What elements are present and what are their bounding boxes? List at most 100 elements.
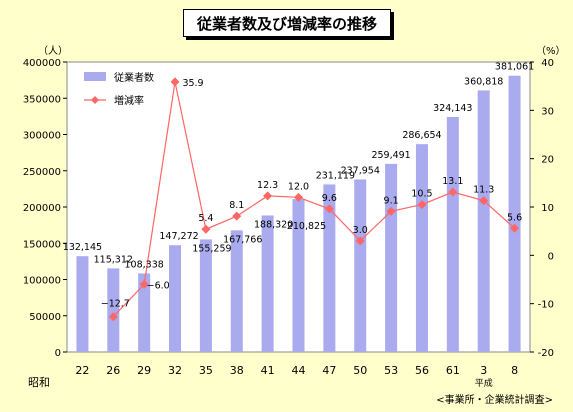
rate-point-29	[139, 279, 149, 289]
bar-3	[477, 90, 490, 352]
x-tick-label: 32	[168, 364, 182, 377]
bar-label-29: 108,338	[125, 259, 164, 270]
bar-8	[508, 75, 521, 352]
x-tick-label: 26	[106, 364, 120, 377]
x-tick-label: 53	[384, 364, 398, 377]
source-note: <事業所・企業統計調査>	[436, 395, 553, 406]
rate-label-26: −12.7	[101, 299, 130, 310]
rate-point-41	[263, 191, 273, 201]
bar-label-44: 210,825	[287, 221, 326, 232]
x-tick-label: 47	[322, 364, 336, 377]
x-tick-label: 50	[353, 364, 367, 377]
bar-label-35: 155,259	[192, 243, 231, 254]
rate-label-3: 11.3	[473, 185, 494, 196]
x-tick-label: 22	[75, 364, 89, 377]
y-tick-label: 0	[55, 348, 61, 359]
rate-point-26	[108, 312, 118, 322]
rate-label-56: 10.5	[411, 189, 432, 200]
rate-label-32: 35.9	[182, 78, 203, 89]
y-tick-label: 400000	[23, 58, 61, 69]
bar-47	[323, 184, 336, 352]
right-axis-unit: （%）	[536, 45, 566, 57]
bar-32	[169, 245, 182, 352]
rate-label-53: 9.1	[384, 195, 399, 206]
rate-label-50: 3.0	[353, 225, 368, 236]
bar-53	[385, 163, 398, 352]
y-tick-label: 50000	[29, 312, 61, 323]
bar-label-22: 132,145	[63, 242, 102, 253]
y2-tick-label: 20	[541, 155, 554, 166]
x-tick-label: 61	[446, 364, 460, 377]
bar-label-47: 231,119	[316, 170, 355, 181]
x-tick-label: 3	[480, 364, 487, 377]
x-tick-label: 44	[292, 364, 306, 377]
bar-50	[354, 179, 367, 352]
bar-61	[446, 116, 459, 352]
rate-label-35: 5.4	[198, 213, 213, 224]
bar-label-32: 147,272	[159, 231, 198, 242]
legend-label-line: 増減率	[114, 94, 144, 107]
rate-point-61	[448, 187, 458, 197]
bar-label-3: 360,818	[464, 76, 503, 87]
bar-label-8: 381,061	[495, 62, 534, 73]
bar-38	[230, 230, 243, 352]
y2-tick-label: 30	[541, 106, 554, 117]
rate-label-44: 12.0	[288, 181, 309, 192]
left-axis-unit: （人）	[38, 45, 68, 57]
bar-label-26: 115,312	[94, 254, 133, 265]
bar-series	[76, 75, 521, 352]
y-tick-label: 100000	[23, 276, 61, 287]
rate-point-32	[170, 77, 180, 87]
x-tick-label: 41	[261, 364, 275, 377]
x-tick-label: 56	[415, 364, 429, 377]
rate-line	[112, 81, 515, 318]
bar-56	[415, 144, 428, 352]
line-series	[108, 77, 520, 322]
era-label-showa: 昭和	[28, 376, 50, 389]
bar-label-53: 259,491	[371, 150, 410, 161]
legend-label-bar: 従業者数	[114, 71, 154, 84]
y-tick-label: 200000	[23, 203, 61, 214]
bar-26	[107, 268, 120, 352]
bar-label-38: 167,766	[223, 234, 262, 245]
axes: 0500001000001500002000002500003000003500…	[23, 45, 566, 389]
bar-29	[138, 273, 151, 352]
rate-label-38: 8.1	[229, 200, 244, 211]
bar-label-50: 237,954	[341, 165, 380, 176]
rate-point-56	[417, 200, 427, 210]
rate-label-41: 12.3	[257, 180, 278, 191]
rate-point-44	[294, 192, 303, 202]
rate-label-8: 5.6	[507, 212, 522, 223]
rate-point-38	[232, 211, 242, 221]
bar-label-41: 188,320	[254, 219, 293, 230]
y-tick-label: 350000	[23, 94, 61, 105]
y-tick-label: 300000	[23, 131, 61, 142]
y-tick-label: 250000	[23, 167, 61, 178]
y2-tick-label: -10	[538, 300, 554, 311]
bar-22	[76, 256, 89, 352]
rate-point-8	[510, 223, 520, 233]
rate-point-35	[201, 224, 211, 234]
rate-point-3	[479, 196, 489, 206]
bar-44	[292, 199, 305, 352]
x-tick-label: 8	[511, 364, 518, 377]
y2-tick-label: 0	[548, 251, 554, 262]
bar-41	[261, 215, 274, 352]
x-tick-label: 38	[230, 364, 244, 377]
bar-label-61: 324,143	[433, 103, 472, 114]
y2-tick-label: 10	[541, 203, 554, 214]
rate-label-47: 9.6	[322, 193, 337, 204]
rate-label-29: −6.0	[147, 280, 170, 291]
bar-label-56: 286,654	[402, 130, 441, 141]
y2-tick-label: -20	[538, 348, 554, 359]
chart-title: 従業者数及び増減率の推移	[183, 9, 391, 37]
legend-swatch-bar	[84, 72, 106, 81]
x-tick-label: 35	[199, 364, 213, 377]
x-tick-label: 29	[137, 364, 151, 377]
rate-label-61: 13.1	[442, 176, 463, 187]
era-label-heisei: 平成	[475, 377, 493, 389]
rate-point-50	[355, 236, 365, 246]
